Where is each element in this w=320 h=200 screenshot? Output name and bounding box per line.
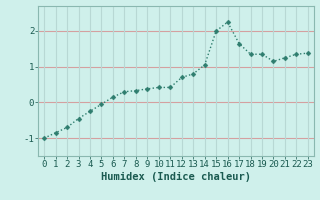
X-axis label: Humidex (Indice chaleur): Humidex (Indice chaleur) (101, 172, 251, 182)
